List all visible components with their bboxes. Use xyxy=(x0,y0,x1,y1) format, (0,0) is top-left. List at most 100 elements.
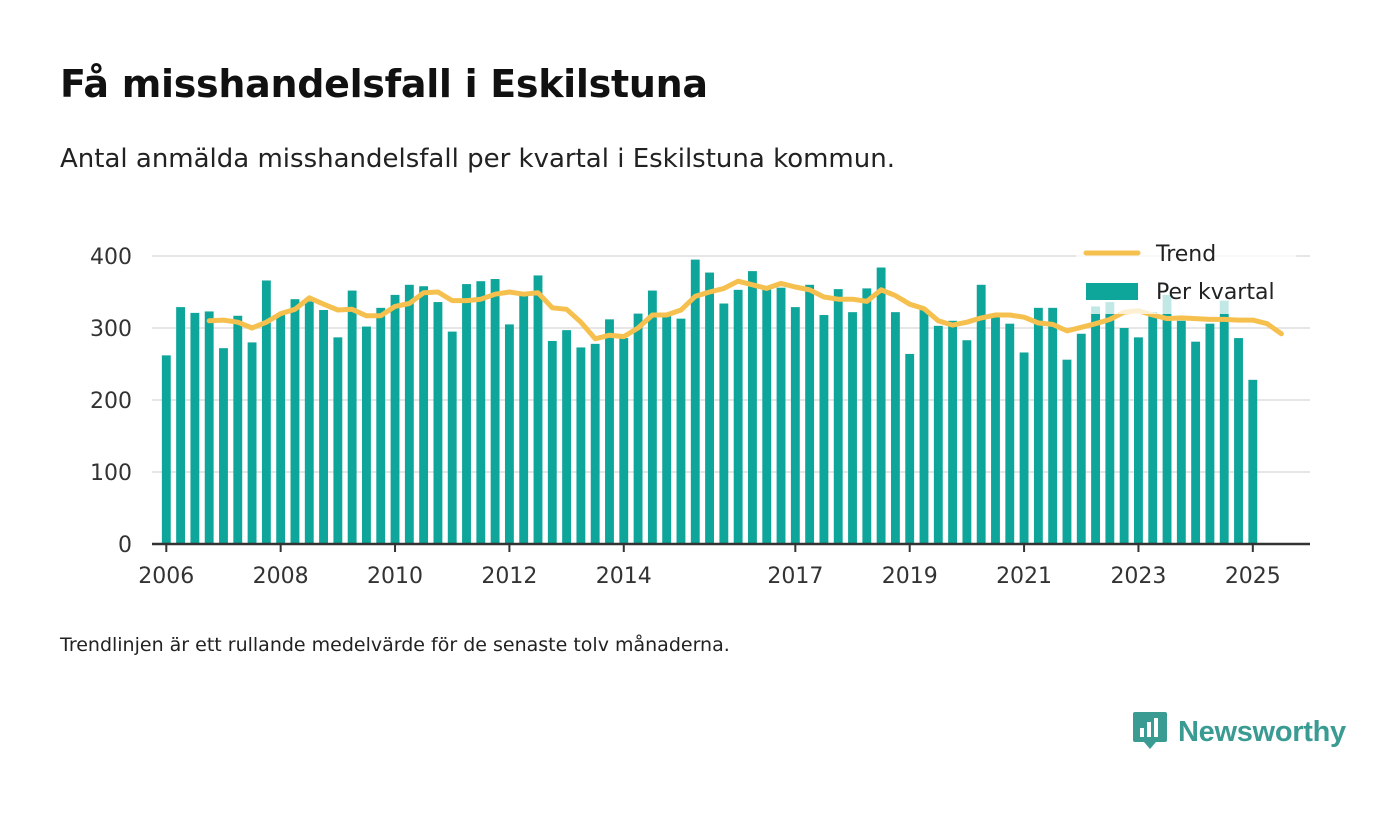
bar[interactable] xyxy=(805,284,815,544)
bar[interactable] xyxy=(919,309,929,544)
bar[interactable] xyxy=(304,301,314,544)
bar[interactable] xyxy=(905,353,915,544)
bar[interactable] xyxy=(1005,323,1015,544)
bar[interactable] xyxy=(619,338,629,544)
x-tick-label: 2010 xyxy=(367,564,423,589)
y-tick-label: 300 xyxy=(90,317,132,342)
bar[interactable] xyxy=(633,313,643,544)
bar[interactable] xyxy=(991,316,1000,544)
bar[interactable] xyxy=(1176,320,1186,544)
bar[interactable] xyxy=(476,281,486,544)
bar[interactable] xyxy=(762,286,772,544)
bar[interactable] xyxy=(962,340,972,544)
bar[interactable] xyxy=(590,343,600,544)
bar[interactable] xyxy=(261,280,271,544)
bar[interactable] xyxy=(1119,328,1129,544)
bar[interactable] xyxy=(376,307,386,544)
bar[interactable] xyxy=(719,303,729,544)
legend: Trend Per kvartal xyxy=(1076,234,1296,314)
bar[interactable] xyxy=(676,318,686,544)
x-tick-label: 2023 xyxy=(1110,564,1166,589)
bar[interactable] xyxy=(1219,300,1229,544)
bar[interactable] xyxy=(890,312,900,544)
legend-background xyxy=(1076,234,1296,314)
bar[interactable] xyxy=(1062,359,1072,544)
bar[interactable] xyxy=(1076,333,1086,544)
bar[interactable] xyxy=(862,288,872,544)
bar[interactable] xyxy=(976,284,986,544)
bar[interactable] xyxy=(933,325,943,544)
newsworthy-logo-icon xyxy=(1132,710,1168,754)
bar[interactable] xyxy=(819,315,829,544)
bar[interactable] xyxy=(204,311,214,544)
bar[interactable] xyxy=(790,307,800,544)
bar[interactable] xyxy=(419,286,429,544)
bar[interactable] xyxy=(605,319,614,544)
bar[interactable] xyxy=(547,340,557,544)
bar[interactable] xyxy=(533,275,543,544)
bar[interactable] xyxy=(1191,341,1201,544)
bar[interactable] xyxy=(219,348,228,544)
x-tick-label: 2025 xyxy=(1225,564,1281,589)
bar[interactable] xyxy=(690,259,700,544)
bar[interactable] xyxy=(1248,379,1258,544)
brand-name: Newsworthy xyxy=(1178,715,1346,748)
bar[interactable] xyxy=(276,313,286,544)
bar[interactable] xyxy=(576,347,586,544)
bar[interactable] xyxy=(1234,338,1243,544)
chart-title: Få misshandelsfall i Eskilstuna xyxy=(60,62,708,106)
legend-bar-label: Per kvartal xyxy=(1156,280,1275,305)
bar[interactable] xyxy=(1205,323,1215,544)
x-tick-label: 2019 xyxy=(882,564,938,589)
bar[interactable] xyxy=(1091,306,1100,544)
chart-svg: 0 100 200 300 400 2006 2008 2010 2012 2014 2017 201… xyxy=(90,234,1310,589)
chart-subtitle: Antal anmälda misshandelsfall per kvarta… xyxy=(60,144,895,174)
legend-trend-label: Trend xyxy=(1155,242,1216,267)
footnote: Trendlinjen är ett rullande medelvärde f… xyxy=(60,634,730,656)
bar[interactable] xyxy=(1048,307,1058,544)
bar[interactable] xyxy=(1134,337,1143,544)
x-tick-label: 2012 xyxy=(481,564,537,589)
bar[interactable] xyxy=(1162,294,1172,544)
bar[interactable] xyxy=(1105,302,1115,544)
trend-line[interactable] xyxy=(206,278,1284,342)
bar[interactable] xyxy=(1148,312,1158,544)
brand-logo[interactable]: Newsworthy xyxy=(1132,710,1346,754)
bar[interactable] xyxy=(733,289,743,544)
bar[interactable] xyxy=(333,337,343,544)
bar[interactable] xyxy=(190,312,200,544)
legend-bar-swatch xyxy=(1086,283,1138,300)
bar[interactable] xyxy=(833,289,843,544)
bar[interactable] xyxy=(662,313,672,544)
bar[interactable] xyxy=(705,272,714,544)
bar[interactable] xyxy=(362,326,371,544)
bar[interactable] xyxy=(247,342,257,544)
bar[interactable] xyxy=(319,310,328,544)
bar[interactable] xyxy=(176,307,186,544)
bar[interactable] xyxy=(390,294,400,544)
bar[interactable] xyxy=(433,302,443,544)
bar[interactable] xyxy=(161,355,171,544)
bar[interactable] xyxy=(404,284,414,544)
trend-layer xyxy=(206,278,1284,342)
bar[interactable] xyxy=(519,295,529,544)
bar[interactable] xyxy=(1033,307,1043,544)
bar[interactable] xyxy=(948,320,958,544)
bar[interactable] xyxy=(1019,352,1029,544)
bar[interactable] xyxy=(748,271,757,544)
bar[interactable] xyxy=(562,330,572,544)
bar[interactable] xyxy=(347,290,357,544)
bar[interactable] xyxy=(447,331,457,544)
y-tick-label: 200 xyxy=(90,389,132,414)
bar[interactable] xyxy=(462,284,471,544)
bar[interactable] xyxy=(776,287,786,544)
axis-layer: 0 100 200 300 400 2006 2008 2010 2012 2014 2017 201… xyxy=(90,245,1310,589)
bar[interactable] xyxy=(876,267,886,544)
y-tick-label: 100 xyxy=(90,461,132,486)
bar[interactable] xyxy=(504,324,514,544)
bar[interactable] xyxy=(647,290,657,544)
bar[interactable] xyxy=(233,315,243,544)
bar[interactable] xyxy=(848,312,857,544)
bar[interactable] xyxy=(290,299,300,544)
bar[interactable] xyxy=(490,279,500,544)
